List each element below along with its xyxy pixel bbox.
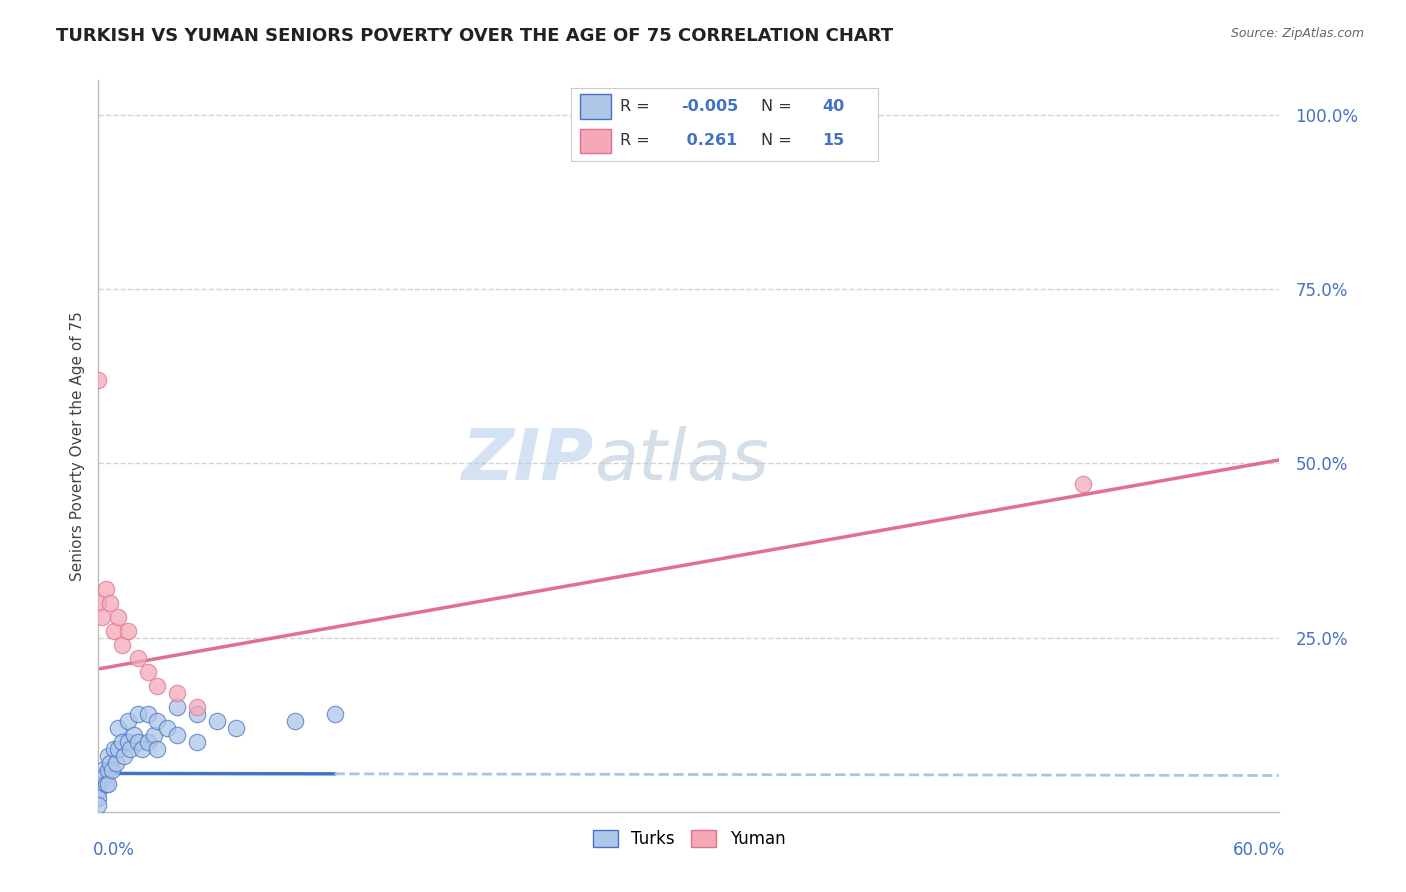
Point: [87, 790, 110, 805]
Point: [186, 735, 208, 749]
Point: [205, 714, 228, 728]
Point: [166, 686, 188, 700]
Point: [107, 609, 129, 624]
Point: [156, 721, 179, 735]
Y-axis label: Seniors Poverty Over the Age of 75: Seniors Poverty Over the Age of 75: [69, 311, 84, 581]
Text: ZIP: ZIP: [463, 426, 595, 495]
Point: [107, 742, 129, 756]
Point: [87, 777, 110, 791]
Point: [97, 777, 120, 791]
Point: [131, 742, 153, 756]
Point: [117, 714, 139, 728]
Point: [96, 777, 118, 791]
Point: [87, 373, 110, 387]
Point: [136, 665, 159, 680]
Point: [87, 784, 110, 798]
Point: [105, 756, 128, 770]
Point: [146, 742, 169, 756]
Text: Source: ZipAtlas.com: Source: ZipAtlas.com: [1230, 27, 1364, 40]
Text: TURKISH VS YUMAN SENIORS POVERTY OVER THE AGE OF 75 CORRELATION CHART: TURKISH VS YUMAN SENIORS POVERTY OVER TH…: [56, 27, 893, 45]
Legend: Turks, Yuman: Turks, Yuman: [586, 823, 792, 855]
Point: [111, 638, 134, 652]
Point: [93, 770, 115, 784]
Point: [186, 700, 208, 714]
Point: [112, 749, 135, 764]
Point: [107, 721, 129, 735]
Text: 60.0%: 60.0%: [1233, 841, 1285, 859]
Point: [136, 707, 159, 722]
Point: [98, 596, 121, 610]
Point: [103, 624, 125, 638]
Point: [111, 735, 134, 749]
Point: [166, 700, 188, 714]
Point: [186, 707, 208, 722]
Point: [91, 763, 114, 777]
Point: [136, 735, 159, 749]
Point: [98, 756, 121, 770]
Point: [87, 770, 110, 784]
Point: [146, 714, 169, 728]
Point: [96, 582, 118, 596]
Point: [127, 735, 149, 749]
Point: [101, 763, 124, 777]
Point: [166, 728, 188, 742]
Point: [87, 596, 110, 610]
Point: [1071, 477, 1094, 491]
Point: [117, 735, 139, 749]
Point: [97, 749, 120, 764]
Point: [117, 624, 139, 638]
Text: atlas: atlas: [595, 426, 769, 495]
Point: [323, 707, 346, 722]
Text: 0.0%: 0.0%: [93, 841, 135, 859]
Point: [91, 609, 114, 624]
Point: [284, 714, 307, 728]
Point: [97, 763, 120, 777]
Point: [118, 742, 141, 756]
Point: [122, 728, 145, 742]
Point: [87, 797, 110, 812]
Point: [146, 679, 169, 693]
Point: [142, 728, 165, 742]
Point: [127, 707, 149, 722]
Point: [225, 721, 247, 735]
Point: [103, 742, 125, 756]
Point: [127, 651, 149, 665]
